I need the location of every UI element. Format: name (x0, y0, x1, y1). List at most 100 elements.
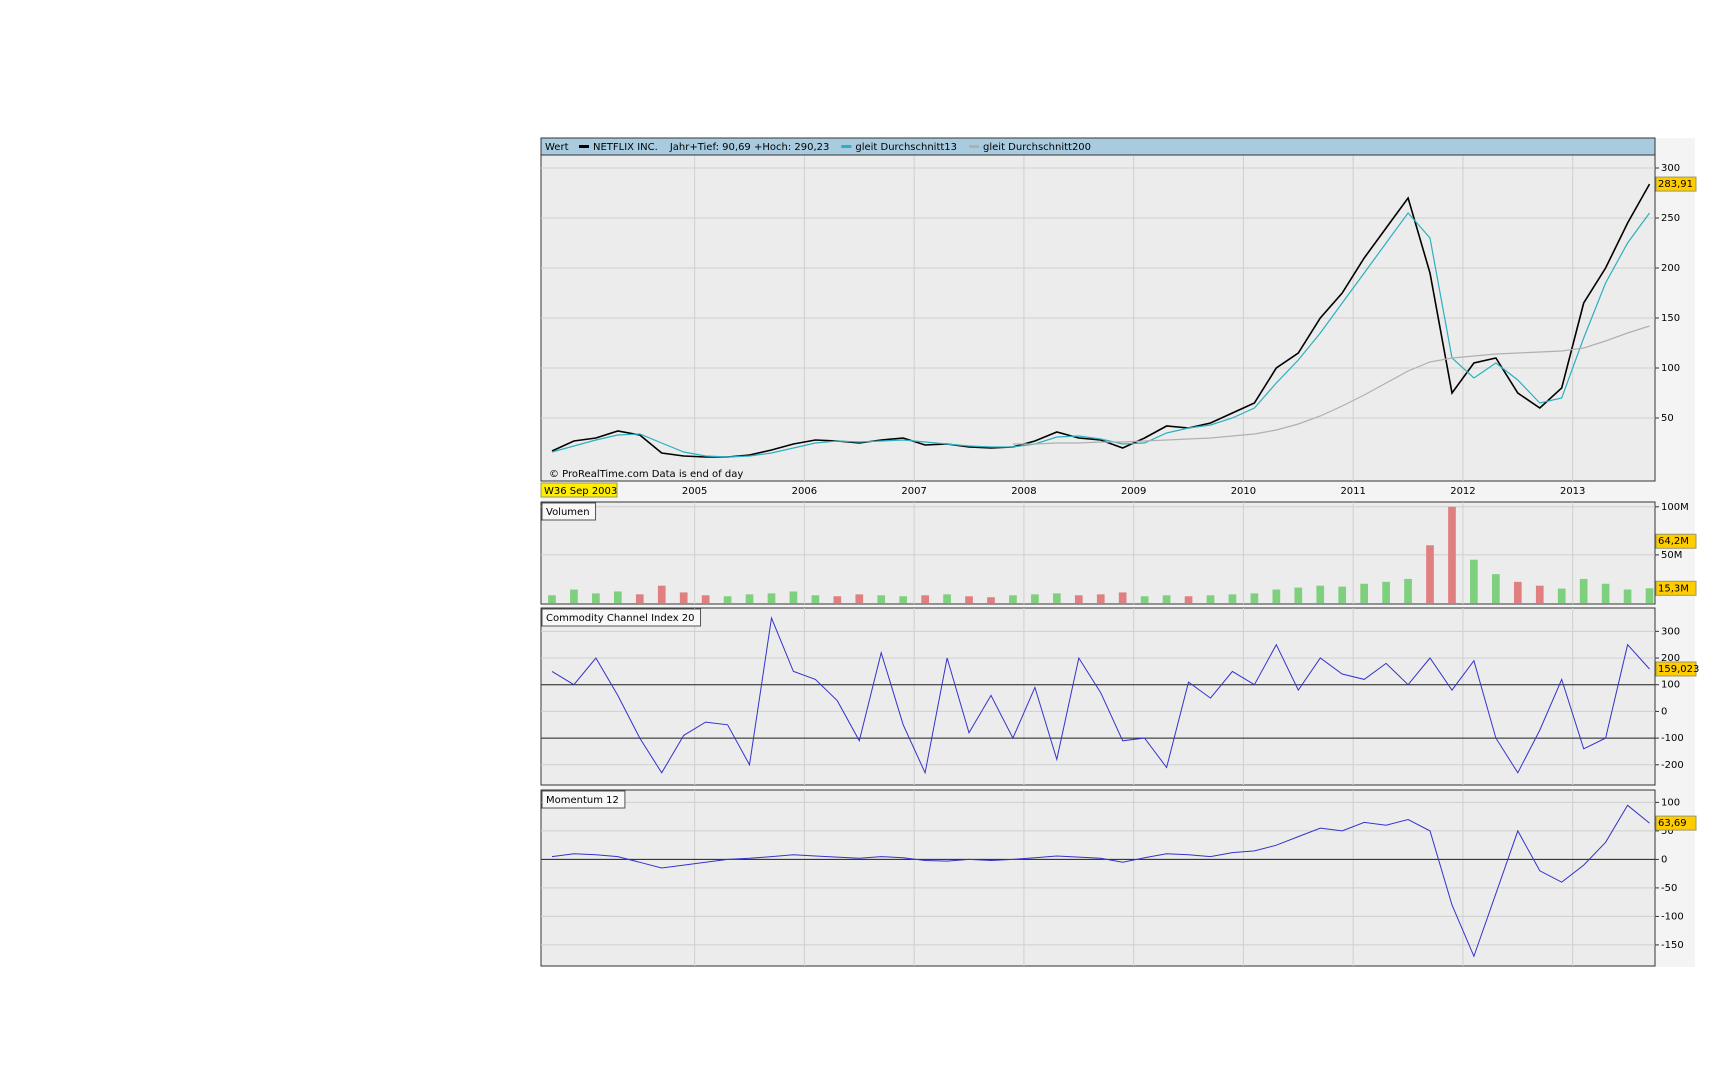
volume-bar (1645, 588, 1654, 603)
start-tag (540, 482, 618, 498)
volume-bar (1448, 506, 1456, 603)
y-tick-label: 300 (1661, 163, 1680, 174)
value-tag (1655, 533, 1697, 549)
volume-bar (1382, 581, 1390, 603)
volume-bar (1535, 585, 1544, 603)
x-tick-label: 2010 (1231, 486, 1256, 497)
y-tick-label: 200 (1661, 263, 1680, 274)
legend-bar (540, 137, 1656, 156)
volume-bar (1031, 594, 1039, 603)
panel-title: Wert (545, 142, 569, 153)
volume-bar (570, 589, 578, 603)
x-tick-label: 2007 (901, 486, 926, 497)
volume-bar (1338, 586, 1347, 603)
panel (540, 789, 1656, 967)
start-label: W36 Sep 2003 (544, 486, 617, 497)
volume-bar (657, 585, 666, 603)
y-tick-label: 250 (1661, 213, 1680, 224)
volume-bar (877, 595, 886, 603)
volume-bar (1074, 595, 1083, 603)
value-tag-label: 15,3M (1658, 583, 1689, 594)
volume-bar (745, 594, 754, 603)
volume-bar (855, 594, 864, 603)
value-tag-label: 283,91 (1658, 179, 1693, 190)
volume-bar (1513, 581, 1522, 603)
value-tag-label: 64,2M (1658, 536, 1689, 547)
data-line (551, 212, 1650, 458)
volume-bar (987, 597, 995, 603)
volume-bar (1579, 578, 1588, 603)
volume-bar (943, 594, 951, 603)
volume-bar (1250, 593, 1259, 603)
x-tick-label: 2008 (1011, 486, 1036, 497)
value-tag (1655, 580, 1697, 596)
y-tick-label: 50M (1661, 550, 1682, 561)
volume-bar (1009, 595, 1017, 603)
data-line (551, 804, 1650, 958)
volume-bar (1053, 593, 1061, 603)
volume-bar (1492, 574, 1500, 603)
volume-bar (1294, 587, 1303, 603)
panel-title: Commodity Channel Index 20 (546, 613, 695, 624)
title-box (541, 502, 597, 521)
y-tick-label: -50 (1661, 883, 1677, 894)
title-box (541, 790, 626, 809)
x-tick-label: 2013 (1560, 486, 1585, 497)
volume-bar (1426, 545, 1434, 603)
value-tag-label: 159,023 (1658, 664, 1699, 675)
y-tick-label: 50 (1661, 413, 1674, 424)
y-tick-label: -150 (1661, 940, 1684, 951)
volume-bar (789, 591, 798, 603)
value-tag (1655, 176, 1697, 192)
data-line (1012, 325, 1650, 445)
y-tick-label: 100 (1661, 363, 1680, 374)
value-tag (1655, 815, 1697, 831)
y-tick-label: 100 (1661, 680, 1680, 691)
volume-bar (1140, 596, 1149, 603)
y-tick-label: -100 (1661, 911, 1684, 922)
volume-bar (1184, 596, 1193, 603)
panel (540, 501, 1656, 605)
y-tick-label: 200 (1661, 653, 1680, 664)
legend-label: gleit Durchschnitt13 (855, 142, 957, 153)
volume-bar (1470, 559, 1478, 603)
volume-bar (1404, 578, 1412, 603)
x-tick-label: 2012 (1450, 486, 1475, 497)
volume-bar (1118, 592, 1127, 603)
legend-label: NETFLIX INC. (593, 142, 658, 153)
legend-swatch (579, 145, 589, 148)
panel (540, 607, 1656, 786)
data-line (551, 616, 1650, 775)
volume-bar (1206, 595, 1215, 603)
volume-bar (811, 595, 820, 603)
panel-title: Momentum 12 (546, 795, 619, 806)
volume-bar (833, 596, 842, 603)
volume-bar (965, 596, 973, 603)
volume-bar (1623, 589, 1632, 603)
y-tick-label: -100 (1661, 733, 1684, 744)
legend-label: gleit Durchschnitt200 (983, 142, 1091, 153)
volume-bar (1272, 589, 1281, 603)
volume-bar (899, 596, 908, 603)
value-tag (1655, 661, 1697, 677)
volume-bar (548, 595, 556, 603)
y-tick-label: 100M (1661, 502, 1689, 513)
x-tick-label: 2011 (1340, 486, 1365, 497)
y-tick-label: 50 (1661, 826, 1674, 837)
volume-bar (1601, 583, 1610, 603)
volume-bar (1360, 583, 1368, 603)
volume-bar (767, 593, 776, 603)
volume-bar (1228, 594, 1237, 603)
volume-bar (613, 591, 622, 603)
title-box (541, 608, 702, 627)
y-tick-label: -200 (1661, 760, 1684, 771)
volume-bar (1557, 588, 1566, 603)
y-tick-label: 0 (1661, 706, 1667, 717)
x-tick-label: 2005 (682, 486, 707, 497)
volume-bar (921, 595, 929, 603)
y-tick-label: 300 (1661, 626, 1680, 637)
value-tag-label: 63,69 (1658, 818, 1687, 829)
y-tick-label: 0 (1661, 854, 1667, 865)
volume-bar (1162, 595, 1171, 603)
y-tick-label: 100 (1661, 797, 1680, 808)
